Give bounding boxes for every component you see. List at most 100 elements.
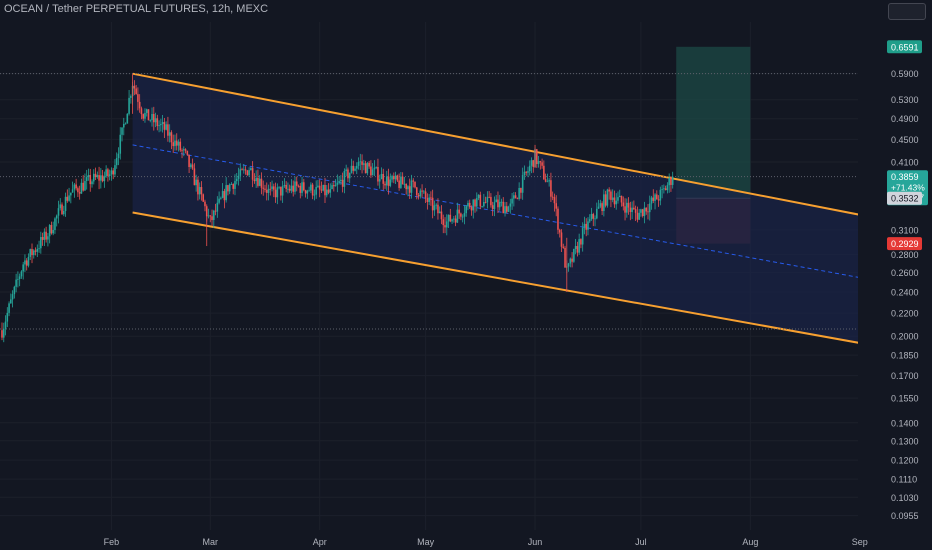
candle-body bbox=[461, 216, 464, 218]
candle-body bbox=[663, 188, 665, 190]
candle-body bbox=[20, 271, 23, 277]
candle-body bbox=[488, 196, 490, 198]
candle-body bbox=[163, 122, 166, 130]
candle-body bbox=[324, 184, 326, 196]
candle-body bbox=[280, 186, 282, 196]
candle-body bbox=[295, 181, 298, 186]
candle-body bbox=[410, 180, 413, 193]
price-tick-label: 0.2600 bbox=[891, 268, 919, 278]
candle-body bbox=[378, 179, 381, 182]
candle-body bbox=[428, 197, 430, 202]
candle-body bbox=[479, 194, 482, 207]
channel-midline bbox=[132, 144, 858, 278]
candle-body bbox=[670, 177, 672, 185]
candle-body bbox=[421, 190, 423, 192]
candle-body bbox=[433, 205, 436, 211]
candle-body bbox=[126, 113, 129, 124]
candle-body bbox=[11, 294, 14, 300]
candle-body bbox=[32, 250, 35, 256]
price-tick-label: 0.1110 bbox=[891, 475, 917, 485]
candle-body bbox=[288, 188, 291, 191]
candle-body bbox=[82, 182, 84, 191]
price-tick-label: 0.1400 bbox=[891, 418, 919, 428]
candle-body bbox=[495, 199, 497, 203]
candle-body bbox=[301, 182, 303, 193]
candle-body bbox=[618, 195, 621, 198]
candle-body bbox=[281, 186, 284, 196]
candle-body bbox=[535, 149, 538, 165]
candle-body bbox=[629, 207, 632, 213]
candle-body bbox=[440, 211, 443, 220]
candle-body bbox=[190, 164, 192, 168]
candle-body bbox=[297, 185, 300, 187]
candle-body bbox=[585, 223, 588, 230]
candle-body bbox=[167, 124, 169, 136]
candle-body bbox=[160, 123, 162, 126]
candle-body bbox=[445, 221, 448, 228]
candle-body bbox=[640, 209, 642, 213]
candle-body bbox=[611, 197, 614, 200]
candle-body bbox=[168, 132, 171, 136]
candle-body bbox=[47, 236, 49, 240]
candle-body bbox=[604, 194, 607, 206]
candle-body bbox=[550, 180, 552, 197]
time-axis: Feb Mar Apr May Jun Jul Aug Sep bbox=[0, 534, 932, 550]
candle-body bbox=[48, 225, 51, 237]
candle-body bbox=[24, 260, 26, 265]
price-tick-label: 0.5300 bbox=[891, 95, 919, 105]
candle-body bbox=[235, 178, 238, 182]
candle-body bbox=[661, 189, 663, 190]
candle-body bbox=[70, 192, 72, 196]
candle-body bbox=[486, 196, 489, 203]
candle-body bbox=[1, 330, 3, 338]
candle-body bbox=[532, 160, 535, 167]
candle-body bbox=[423, 191, 425, 193]
candle-body bbox=[98, 175, 100, 181]
candle-body bbox=[303, 182, 305, 191]
time-tick-label: Feb bbox=[104, 537, 120, 547]
candle-body bbox=[415, 187, 418, 195]
price-axis-bg bbox=[858, 0, 932, 550]
candle-body bbox=[398, 180, 400, 188]
candles bbox=[1, 73, 674, 343]
candle-body bbox=[271, 186, 273, 189]
candle-body bbox=[523, 171, 526, 176]
candle-body bbox=[62, 210, 65, 215]
candle-body bbox=[34, 250, 37, 252]
candle-body bbox=[341, 179, 344, 187]
candle-body bbox=[128, 97, 130, 114]
candle-body bbox=[225, 185, 227, 201]
candle-body bbox=[244, 169, 247, 171]
price-tick-label: 0.1030 bbox=[891, 493, 919, 503]
candle-body bbox=[230, 184, 233, 185]
candle-body bbox=[115, 157, 118, 166]
candle-body bbox=[350, 165, 353, 173]
candle-body bbox=[647, 211, 649, 213]
candle-body bbox=[257, 177, 259, 186]
candle-body bbox=[393, 176, 395, 180]
candle-body bbox=[583, 223, 586, 228]
candle-body bbox=[333, 185, 335, 187]
candle-body bbox=[408, 186, 411, 193]
candle-body bbox=[52, 229, 54, 234]
time-tick-label: Jul bbox=[635, 537, 647, 547]
candle-body bbox=[6, 312, 9, 322]
candle-body bbox=[521, 175, 524, 193]
candle-body bbox=[57, 208, 60, 216]
candle-body bbox=[85, 177, 88, 182]
candle-body bbox=[55, 215, 58, 219]
candle-body bbox=[154, 118, 157, 123]
candle-body bbox=[179, 141, 182, 151]
toolbar-button[interactable] bbox=[888, 3, 926, 20]
candle-body bbox=[25, 260, 28, 266]
candle-body bbox=[391, 176, 393, 180]
candle-body bbox=[207, 215, 210, 217]
candle-body bbox=[348, 172, 351, 179]
candle-body bbox=[504, 206, 506, 214]
candle-body bbox=[209, 215, 212, 217]
candle-body bbox=[77, 188, 79, 193]
candle-body bbox=[377, 167, 379, 182]
candle-body bbox=[144, 112, 146, 119]
candle-body bbox=[394, 175, 397, 180]
